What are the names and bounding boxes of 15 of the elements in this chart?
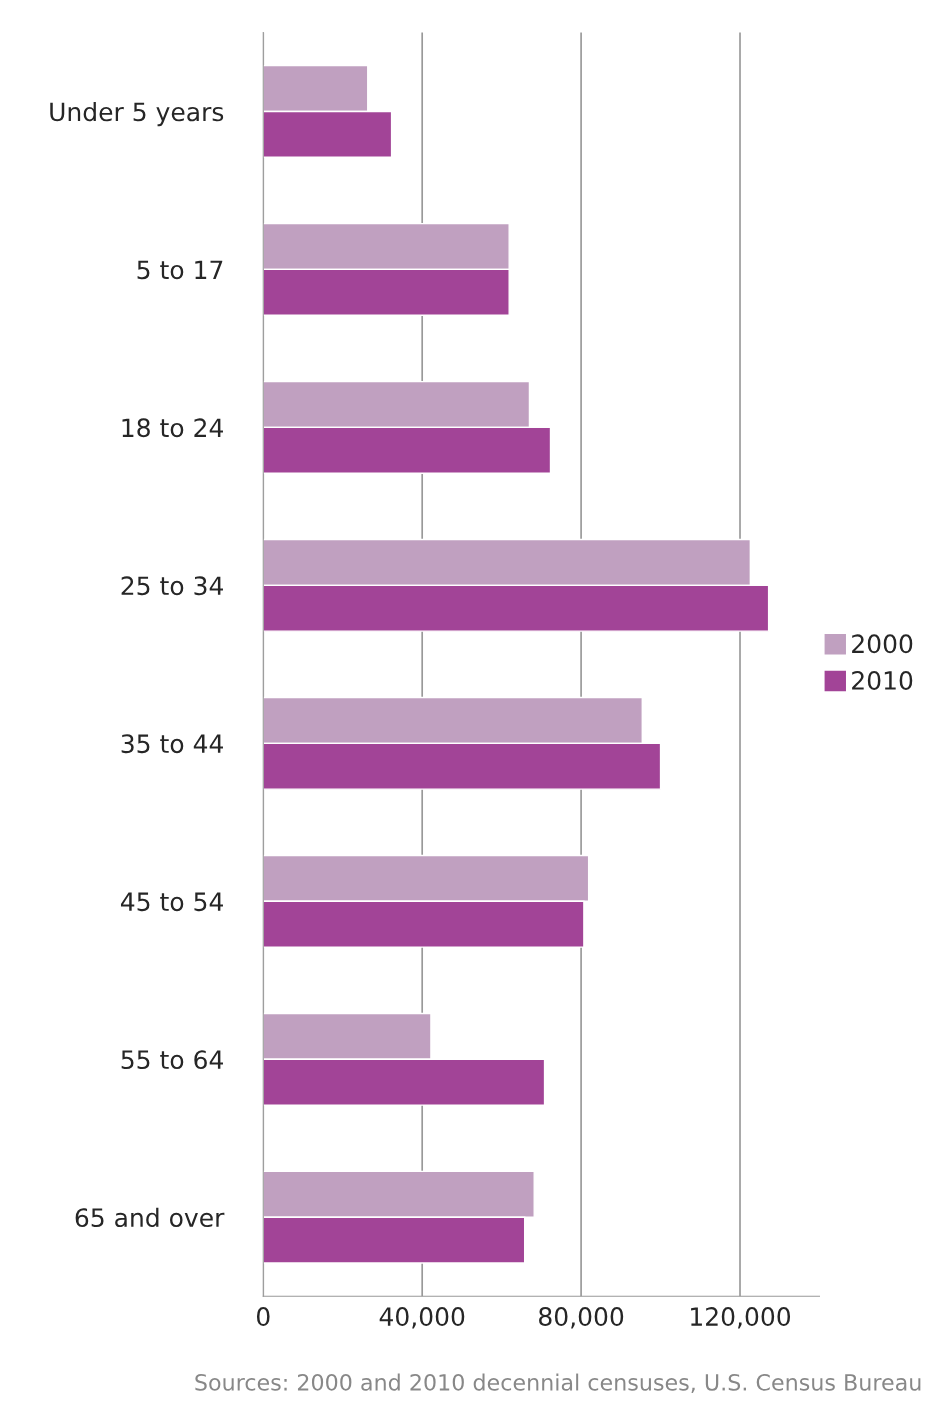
y-tick-label: 65 and over [75,1207,225,1228]
y-tick-label: 55 to 64 [121,1050,223,1070]
legend-label: 2000 [852,634,913,654]
y-tick-label: 25 to 34 [121,576,223,596]
y-tick-label: 45 to 54 [120,892,223,912]
x-tick-label: 40,000 [379,1307,465,1329]
y-tick-label: 35 to 44 [121,734,223,754]
x-tick-label: 0 [256,1307,270,1326]
y-tick-label: 5 to 17 [137,260,223,280]
source-note: Sources: 2000 and 2010 decennial censuses, U.S. Census Bureau [195,1373,921,1394]
legend-label: 2010 [852,671,913,690]
y-tick-label: Under 5 years [50,101,224,127]
x-tick-label: 80,000 [539,1307,624,1329]
x-tick-label: 120,000 [691,1307,791,1329]
y-tick-label: 18 to 24 [122,418,223,438]
